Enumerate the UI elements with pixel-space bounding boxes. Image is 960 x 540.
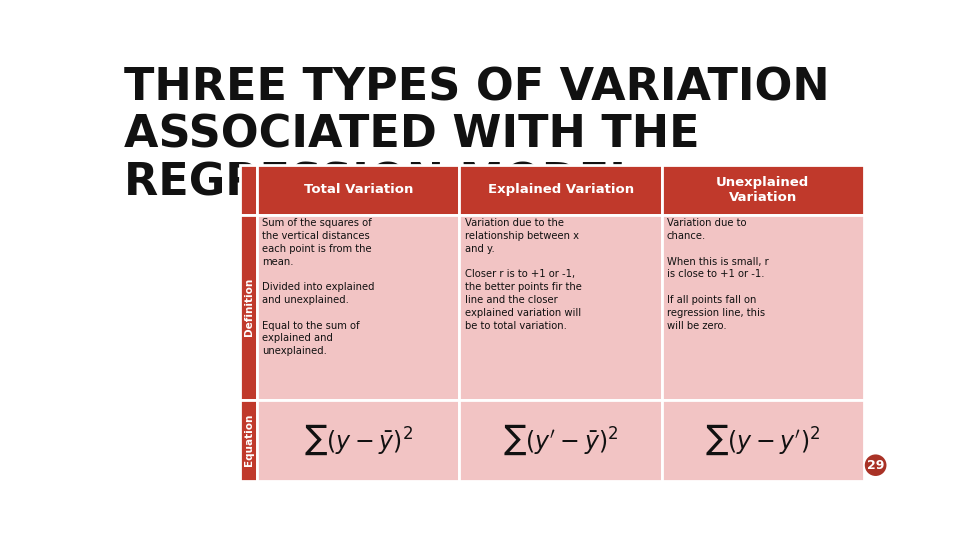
- Text: 29: 29: [867, 458, 884, 472]
- Bar: [661, 400, 864, 481]
- Bar: [661, 165, 864, 215]
- Bar: [257, 215, 460, 400]
- Ellipse shape: [865, 455, 886, 476]
- Text: $\sum(y-\bar{y})^2$: $\sum(y-\bar{y})^2$: [303, 423, 413, 457]
- Text: Variation due to the
relationship between x
and y.

Closer r is to +1 or -1,
the: Variation due to the relationship betwee…: [465, 218, 582, 330]
- Text: Variation due to
chance.

When this is small, r
is close to +1 or -1.

If all po: Variation due to chance. When this is sm…: [667, 218, 769, 330]
- Bar: [240, 165, 257, 215]
- Bar: [460, 165, 661, 215]
- Bar: [240, 400, 257, 481]
- Text: Sum of the squares of
the vertical distances
each point is from the
mean.

Divid: Sum of the squares of the vertical dista…: [262, 218, 375, 356]
- Bar: [460, 215, 661, 400]
- Bar: [257, 165, 460, 215]
- Text: Total Variation: Total Variation: [303, 184, 413, 197]
- Bar: [661, 215, 864, 400]
- Text: Unexplained
Variation: Unexplained Variation: [716, 176, 809, 204]
- Text: $\sum(y-y')^2$: $\sum(y-y')^2$: [706, 423, 821, 457]
- Text: $\sum(y'-\bar{y})^2$: $\sum(y'-\bar{y})^2$: [503, 423, 618, 457]
- Text: THREE TYPES OF VARIATION
ASSOCIATED WITH THE
REGRESSION MODEL: THREE TYPES OF VARIATION ASSOCIATED WITH…: [124, 67, 829, 204]
- Text: Definition: Definition: [244, 278, 253, 336]
- Bar: [257, 400, 460, 481]
- Bar: [460, 400, 661, 481]
- Text: Explained Variation: Explained Variation: [488, 184, 634, 197]
- Text: Equation: Equation: [244, 414, 253, 467]
- Bar: [240, 215, 257, 400]
